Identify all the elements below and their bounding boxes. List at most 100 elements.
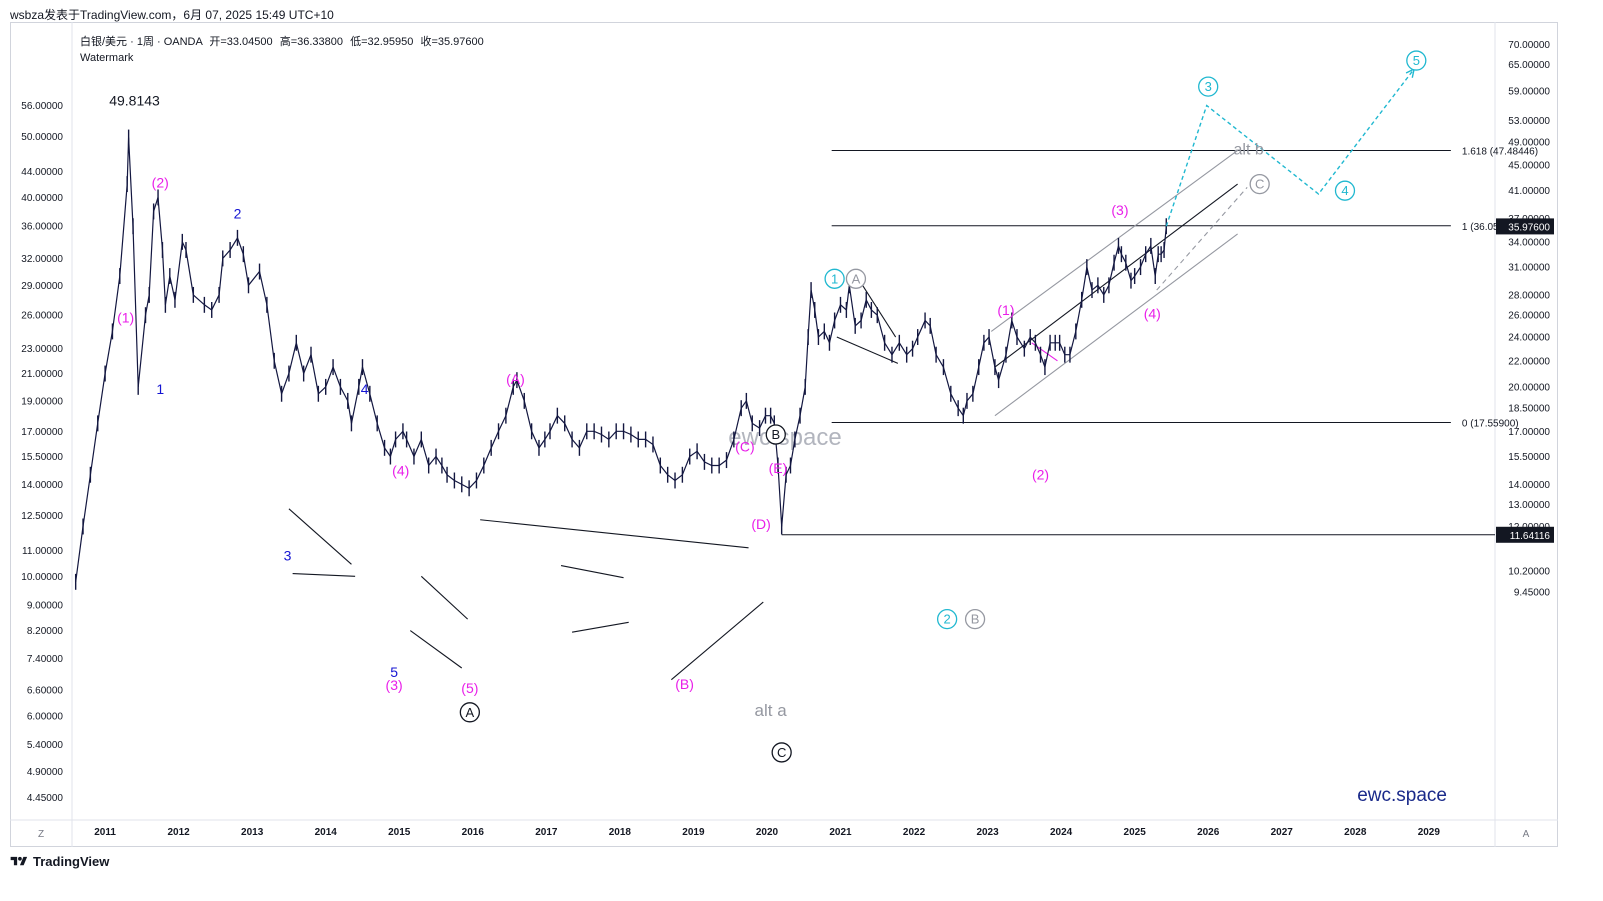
price-path [75,137,1167,582]
wave-label: alt a [755,701,788,720]
time-axis-tick: 2013 [241,827,264,838]
tradingview-logo-icon [10,856,28,866]
left-axis-tick: 5.40000 [27,740,64,751]
right-axis-tick: 53.00000 [1508,116,1550,127]
legend-low-label: 低 [350,36,362,48]
fib-level-label-2: 0 (17.55900) [1462,418,1519,429]
right-axis-tick: 10.20000 [1508,566,1550,577]
time-axis-tick: 2015 [388,827,411,838]
right-axis-tick: 13.00000 [1508,500,1550,511]
right-axis-tick: 18.50000 [1508,404,1550,415]
time-axis-tick: 2019 [682,827,705,838]
legend-watermark-indicator[interactable]: Watermark [80,52,134,64]
left-axis-tick: 4.90000 [27,767,64,778]
fib-levels-layer: 1.618 (47.48446) 1 (36.05434) 0 (17.55900) [781,147,1538,536]
right-axis-tick: 22.00000 [1508,356,1550,367]
left-axis-tick: 32.00000 [21,254,63,265]
wave-label: (4) [1144,305,1161,321]
legend-close: =35.97600 [431,36,484,48]
right-axis-tick: 20.00000 [1508,382,1550,393]
legend-close-label: 收 [420,36,432,48]
wave-label: (3) [1111,202,1128,218]
time-axis-tick: 2027 [1271,827,1294,838]
legend-low: =32.95950 [361,36,414,48]
price-series-layer [74,129,1167,590]
price-tag-label: 35.97600 [1508,222,1550,233]
projection-path [1165,68,1415,227]
right-axis-tick: 65.00000 [1508,60,1550,71]
wave-circle-marker [765,424,786,445]
wave-label: alt b [1234,142,1264,159]
wave-label: (2) [1032,467,1049,483]
wave-circle-label: 1 [831,271,838,286]
right-axis-tick: 17.00000 [1508,427,1550,438]
footer[interactable]: TradingView [10,854,109,869]
wave-label: (4) [392,463,409,479]
trendline-5 [560,565,624,579]
time-axis-tick: 2025 [1124,827,1147,838]
left-axis-tick: 4.45000 [27,793,64,804]
time-axis-tick: 2024 [1050,827,1073,838]
legend-high: =36.33800 [290,36,343,48]
wave-circle-marker [1334,180,1356,201]
trendline-4 [480,519,749,549]
trendline-9 [836,336,899,364]
left-axis-tick: 56.00000 [21,101,63,112]
left-axis-tick: 9.00000 [27,601,64,612]
wave-label: 4 [361,381,369,397]
right-axis-tick: 59.00000 [1508,87,1550,98]
wave-circle-marker [1198,76,1219,97]
wave-circle-label: A [852,271,861,286]
right-axis-tick: 24.00000 [1508,333,1550,344]
fib-level-label-1: 1 (36.05434) [1462,222,1519,233]
right-axis-tick: 15.50000 [1508,452,1550,463]
right-axis-tick: 70.00000 [1508,40,1550,51]
wave-label: 5 [390,664,398,680]
right-axis-tick: 26.00000 [1508,311,1550,322]
price-tag-bg [1496,526,1554,543]
trendline-13 [994,233,1238,417]
right-axis-tick: 45.00000 [1508,161,1550,172]
left-axis-tick: 6.60000 [27,685,64,696]
time-axis-tick: 2011 [94,827,116,838]
trendline-1 [292,573,356,577]
wave-circle-label: 5 [1413,53,1420,68]
left-axis-tick: 29.00000 [21,281,63,292]
left-axis-tick: 40.00000 [21,193,63,204]
time-axis-tick: 2021 [829,827,852,838]
wave-label: 3 [284,547,292,563]
chart-dividers [10,22,1558,847]
time-axis-tick: 2026 [1197,827,1220,838]
left-axis-tick: 19.00000 [21,396,63,407]
wave-label: (1) [117,310,134,326]
trendline-6 [571,621,629,633]
wave-circle-label: C [1255,177,1264,192]
wave-label: (C) [735,438,754,454]
trendline-3 [409,630,463,669]
wave-circle-marker [459,702,481,723]
wave-circle-label: 3 [1205,79,1212,94]
right-axis-mode-button: A [1523,829,1530,840]
wave-circle-marker [824,268,845,289]
wave-circle-label: 2 [944,612,951,627]
left-price-axis: 56.00000 50.00000 44.00000 40.00000 36.00000… [21,101,63,804]
right-axis-tick: 34.00000 [1508,237,1550,248]
right-axis-tick: 41.00000 [1508,186,1550,197]
right-axis-tick: 49.00000 [1508,137,1550,148]
left-axis-tick: 15.50000 [21,452,63,463]
time-axis-tick: 2017 [535,827,558,838]
left-axis-tick: 12.50000 [21,511,63,522]
fib-level-label-0: 1.618 (47.48446) [1462,147,1538,158]
right-price-axis: 70.00000 65.00000 59.00000 53.00000 49.00000… [1496,40,1554,598]
wave-label: (2) [152,174,169,190]
wave-circle-marker [964,608,986,630]
legend-high-label: 高 [279,36,291,48]
left-axis-mode-button: Z [38,829,44,840]
left-axis-tick: 26.00000 [21,311,63,322]
wave-label: (D) [751,516,770,532]
left-axis-tick: 50.00000 [21,132,63,143]
footer-brand: TradingView [33,854,110,869]
watermark-layer: ewc.spaceewc.space [728,424,1447,806]
wave-circle-label: 4 [1341,183,1348,198]
